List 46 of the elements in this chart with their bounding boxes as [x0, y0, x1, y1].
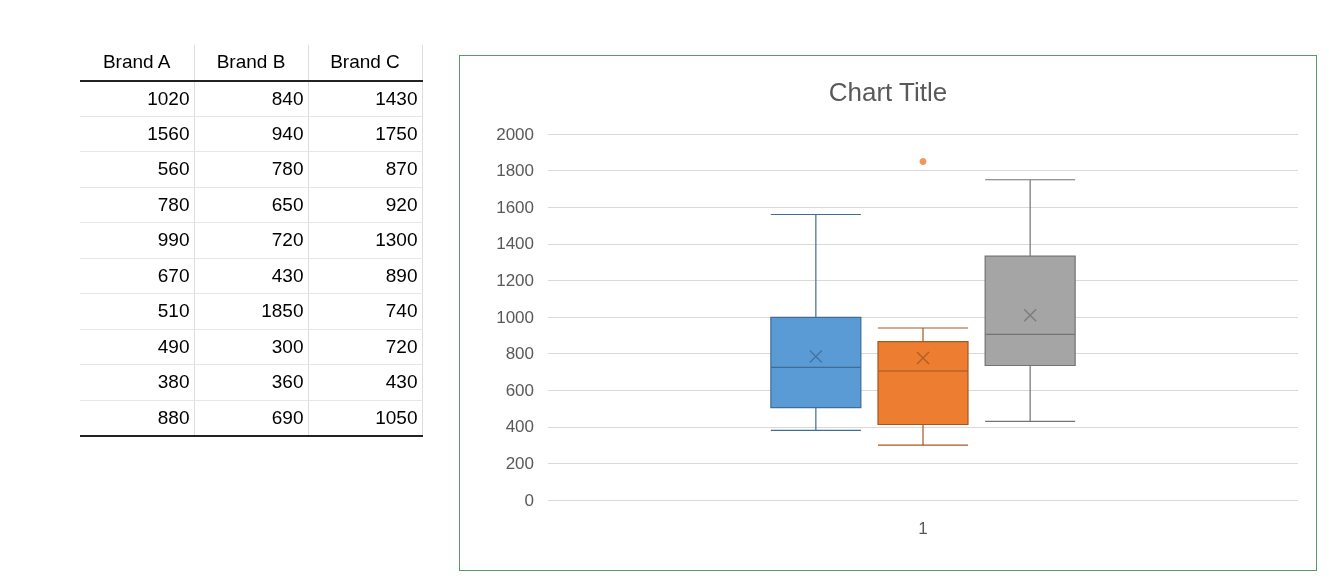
y-tick-label: 400	[505, 417, 534, 437]
data-label: 740	[308, 293, 422, 329]
data-label: 510	[80, 293, 194, 329]
y-tick-label: 1000	[496, 307, 534, 327]
y-tick-label: 1200	[496, 270, 534, 290]
data-label: 300	[194, 329, 308, 365]
data-label: 1750	[308, 116, 422, 152]
data-label: 430	[308, 364, 422, 400]
data-label: 840	[194, 80, 308, 116]
data-label: 1560	[80, 116, 194, 152]
y-tick-label: 200	[505, 453, 534, 473]
data-label: 360	[194, 364, 308, 400]
y-tick-label: 600	[505, 380, 534, 400]
x-tick-label: 1	[918, 519, 928, 538]
data-label: 1850	[194, 293, 308, 329]
data-label: 870	[308, 151, 422, 187]
data-label: 1050	[308, 400, 422, 436]
data-label: 940	[194, 116, 308, 152]
data-label: 990	[80, 222, 194, 258]
data-label: 1300	[308, 222, 422, 258]
data-label: 1020	[80, 80, 194, 116]
category-label: Brand B	[194, 45, 308, 81]
data-label: 720	[308, 329, 422, 365]
data-label: 920	[308, 187, 422, 223]
data-label: 670	[80, 258, 194, 294]
data-label: 380	[80, 364, 194, 400]
data-label: 430	[194, 258, 308, 294]
data-label: 650	[194, 187, 308, 223]
y-tick-label: 1800	[496, 161, 534, 181]
data-label: 880	[80, 400, 194, 436]
data-label: 690	[194, 400, 308, 436]
y-tick-label: 1600	[496, 197, 534, 217]
y-tick-label: 1400	[496, 234, 534, 254]
y-tick-label: 2000	[496, 124, 534, 144]
data-label: 890	[308, 258, 422, 294]
category-label: Brand C	[308, 45, 422, 81]
data-label: 780	[194, 151, 308, 187]
data-label: 560	[80, 151, 194, 187]
data-label: 780	[80, 187, 194, 223]
data-label: 720	[194, 222, 308, 258]
y-tick-label: 800	[505, 344, 534, 364]
chart-title: Chart Title	[828, 77, 948, 107]
data-label: 490	[80, 329, 194, 365]
data-label: 1430	[308, 80, 422, 116]
y-tick-label: 0	[524, 490, 534, 510]
category-label: Brand A	[80, 45, 194, 81]
